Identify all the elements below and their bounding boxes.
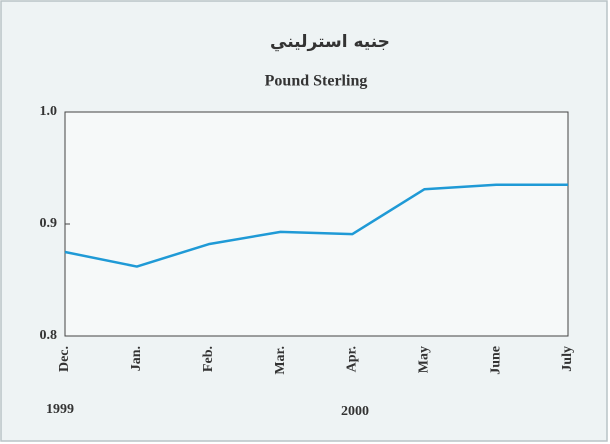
x-tick-label: June [488,346,503,375]
x-tick-label: Mar. [273,346,288,375]
chart-subtitle: Pound Sterling [265,73,368,90]
plot-area [64,111,569,337]
x-tick-label: May [417,346,432,373]
y-tick-label: 1.0 [40,104,58,119]
y-tick-label: 0.9 [40,216,58,231]
y-tick-label: 0.8 [40,328,58,343]
x-tick-label: Feb. [201,346,216,372]
chart-title: جنيه استرليني [270,32,390,52]
year-label: 1999 [46,402,74,417]
x-tick-label: Apr. [345,346,360,372]
line-series [64,183,568,268]
year-label: 2000 [341,404,369,419]
x-tick-label: July [560,346,575,372]
x-tick-label: Dec. [57,346,72,372]
x-tick-label: Jan. [129,346,144,371]
